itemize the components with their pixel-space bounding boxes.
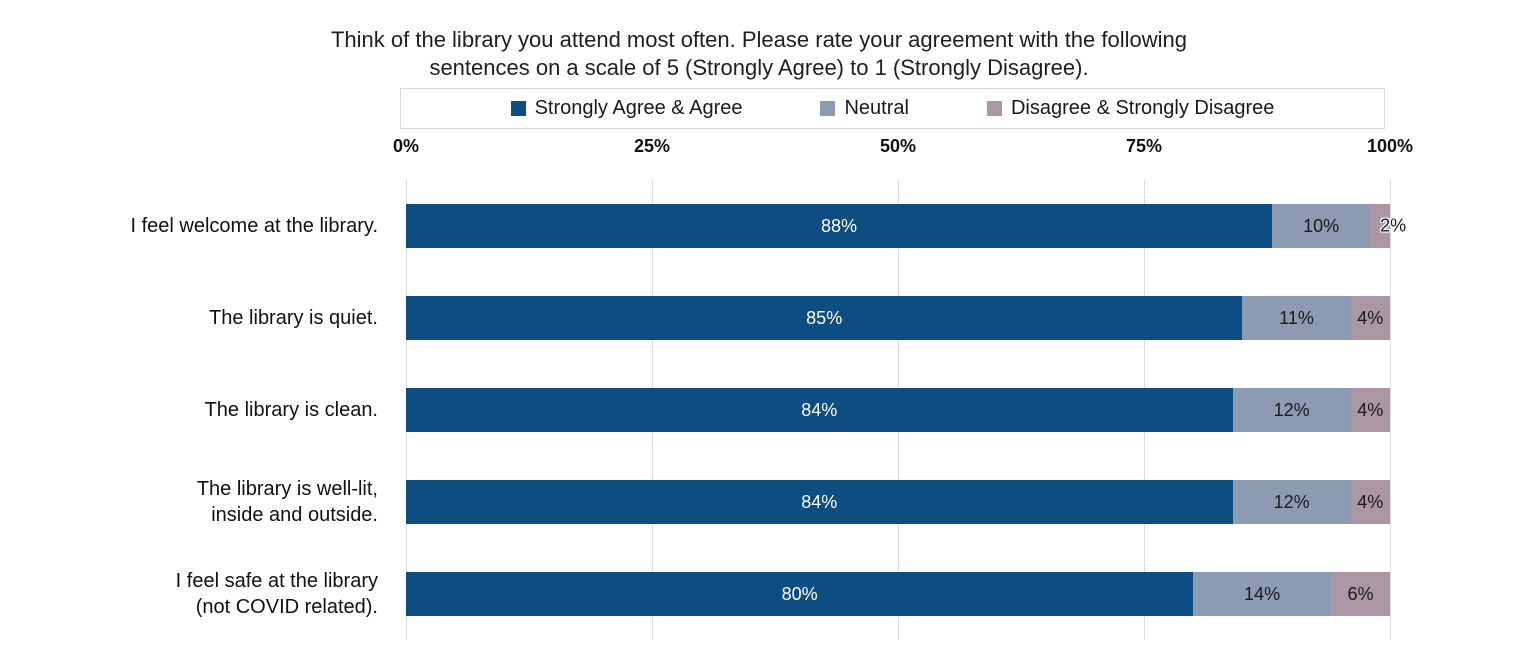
category-label: I feel safe at the library (not COVID re…	[175, 570, 378, 618]
bar-segment: 12%	[1232, 388, 1351, 432]
legend-item-strongly-agree: Strongly Agree & Agree	[510, 97, 743, 120]
bar-segment: 85%	[406, 296, 1243, 340]
bar-segment-value: 11%	[1279, 307, 1314, 328]
stacked-bar: 84% 12% 4%	[406, 480, 1390, 524]
bar-row: 84% 12% 4%	[406, 364, 1390, 456]
category-label: The library is clean.	[204, 399, 378, 421]
bar-segment: 80%	[406, 572, 1194, 616]
bar-segment-value: 88%	[820, 215, 857, 236]
x-axis-tick: 0%	[392, 136, 420, 156]
bar-row: 80% 14% 6%	[406, 548, 1390, 640]
category-label: The library is well-lit, inside and outs…	[196, 478, 378, 526]
bar-segment-value: 10%	[1303, 215, 1340, 236]
legend-label-strongly-agree: Strongly Agree & Agree	[534, 97, 743, 119]
stacked-bar: 80% 14% 6%	[406, 572, 1390, 616]
legend-swatch-disagree	[986, 101, 1002, 116]
bar-segment-value: 4%	[1357, 491, 1384, 512]
bar-rows: 88% 10% 2% 85% 11% 4% 84% 12% 4% 84% 12% 4% 80% 14% 6%	[406, 180, 1406, 640]
legend-item-neutral: Neutral	[820, 97, 909, 120]
gridline	[1389, 180, 1391, 640]
bar-segment: 10%	[1271, 204, 1371, 248]
bar-segment: 11%	[1242, 296, 1351, 340]
bar-segment-value: 85%	[806, 307, 843, 328]
chart-title-line-1: Think of the library you attend most oft…	[330, 27, 1187, 52]
x-axis-tick: 50%	[879, 136, 917, 156]
x-axis-tick: 100%	[1366, 136, 1414, 156]
x-axis: 0% 25% 50% 75% 100%	[393, 136, 1413, 164]
bar-segment-value: 14%	[1244, 583, 1281, 604]
bar-segment: 6%	[1330, 572, 1390, 616]
bar-segment-value: 12%	[1273, 491, 1310, 512]
bar-segment: 14%	[1193, 572, 1331, 616]
bar-row: 84% 12% 4%	[406, 456, 1390, 548]
bar-segment: 4%	[1350, 296, 1390, 340]
bar-segment: 12%	[1232, 480, 1351, 524]
bar-segment: 4%	[1350, 480, 1390, 524]
category-label: I feel welcome at the library.	[130, 215, 378, 237]
bar-segment: 88%	[406, 204, 1272, 248]
category-label: The library is quiet.	[209, 307, 378, 329]
chart-title: Think of the library you attend most oft…	[169, 26, 1349, 82]
x-axis-tick: 75%	[1125, 136, 1163, 156]
bar-segment-value: 4%	[1357, 307, 1384, 328]
legend-label-disagree: Disagree & Strongly Disagree	[1010, 97, 1275, 119]
category-labels: I feel welcome at the library. The librar…	[0, 180, 392, 640]
legend-item-disagree: Disagree & Strongly Disagree	[986, 97, 1275, 120]
bar-segment: 2%	[1370, 204, 1406, 248]
bar-row: 85% 11% 4%	[406, 272, 1390, 364]
bar-segment-value: 12%	[1273, 399, 1310, 420]
legend-label-neutral: Neutral	[844, 97, 909, 119]
legend-swatch-neutral	[820, 101, 836, 116]
plot-area: 88% 10% 2% 85% 11% 4% 84% 12% 4% 84% 12% 4% 80% 14% 6%	[405, 180, 1406, 640]
bar-segment: 84%	[406, 480, 1233, 524]
bar-segment-value: 6%	[1347, 583, 1374, 604]
x-axis-tick: 25%	[633, 136, 671, 156]
bar-row: 88% 10% 2%	[406, 180, 1406, 272]
bar-segment: 84%	[406, 388, 1233, 432]
bar-segment-value: 84%	[801, 399, 838, 420]
bar-segment-value: 2%	[1380, 215, 1407, 236]
stacked-bar: 85% 11% 4%	[406, 296, 1390, 340]
bar-segment-value: 84%	[801, 491, 838, 512]
bar-segment-value: 4%	[1357, 399, 1384, 420]
chart-title-line-2: sentences on a scale of 5 (Strongly Agre…	[429, 55, 1089, 80]
stacked-bar: 84% 12% 4%	[406, 388, 1390, 432]
legend: Strongly Agree & Agree Neutral Disagree …	[400, 88, 1385, 129]
stacked-bar: 88% 10% 2%	[406, 204, 1406, 248]
bar-segment: 4%	[1350, 388, 1390, 432]
bar-segment-value: 80%	[781, 583, 818, 604]
legend-swatch-strongly-agree	[510, 101, 526, 116]
